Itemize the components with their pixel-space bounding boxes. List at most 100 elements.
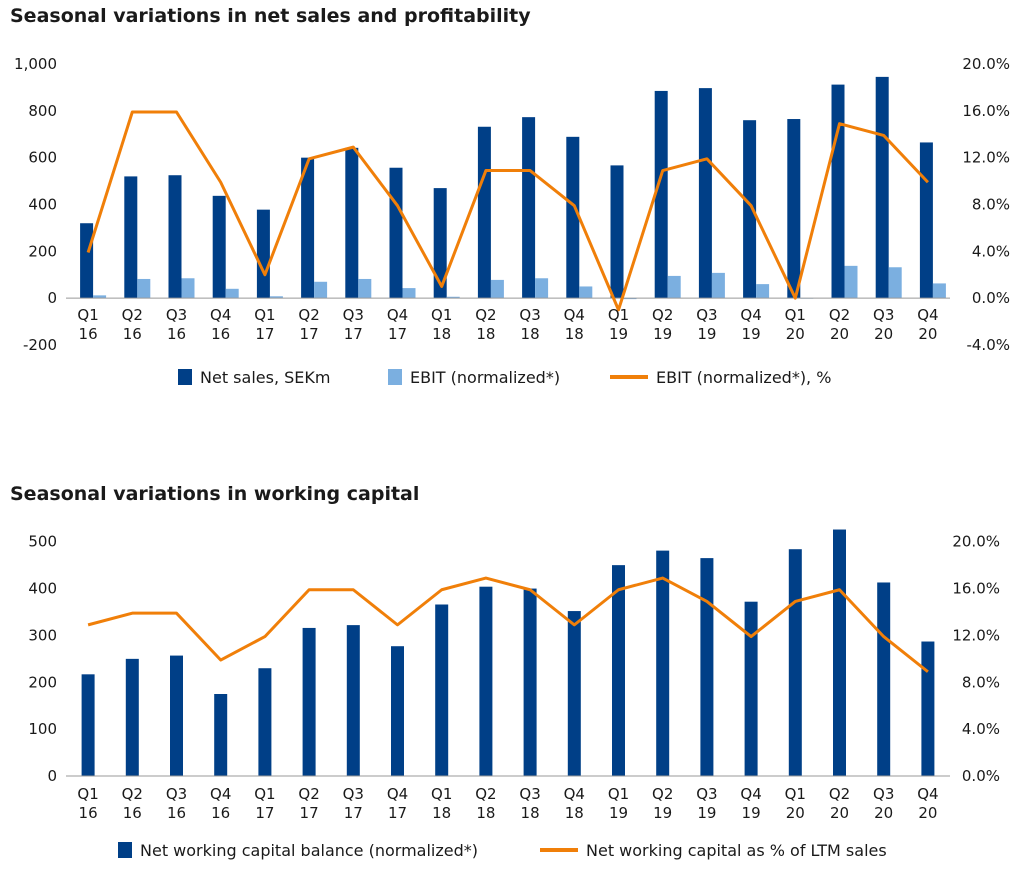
bar-primary (787, 119, 801, 299)
x-tick-year: 17 (300, 325, 319, 343)
x-tick-quarter: Q4 (564, 785, 585, 803)
bar-primary (877, 582, 891, 776)
x-tick-year: 16 (211, 804, 230, 822)
x-tick-quarter: Q1 (254, 785, 275, 803)
bar-primary (921, 641, 935, 776)
bar-secondary (225, 288, 239, 299)
bar-primary (612, 565, 625, 776)
bar-primary (700, 558, 714, 776)
y2-tick-label: 0.0% (962, 767, 1000, 785)
legend-label: Net working capital balance (normalized*… (140, 841, 478, 860)
bar-primary (212, 195, 226, 299)
x-tick-quarter: Q2 (829, 306, 850, 324)
bar-secondary (137, 278, 151, 299)
x-tick-year: 20 (786, 325, 805, 343)
y2-tick-label: -4.0% (966, 336, 1010, 354)
bar-primary (81, 674, 95, 776)
x-tick-year: 20 (830, 325, 849, 343)
x-tick-quarter: Q3 (343, 785, 364, 803)
x-tick-year: 18 (521, 325, 540, 343)
bar-primary (168, 175, 182, 299)
x-tick-quarter: Q4 (387, 785, 408, 803)
x-tick-year: 18 (565, 804, 584, 822)
x-tick-year: 16 (123, 804, 142, 822)
x-tick-year: 19 (609, 804, 628, 822)
y-tick-label: 0 (47, 289, 57, 307)
x-tick-year: 18 (476, 325, 495, 343)
x-tick-quarter: Q4 (917, 306, 938, 324)
x-tick-year: 19 (697, 804, 716, 822)
x-tick-year: 17 (300, 804, 319, 822)
x-tick-quarter: Q3 (873, 306, 894, 324)
x-tick-quarter: Q1 (785, 306, 806, 324)
y2-tick-label: 8.0% (972, 196, 1010, 214)
x-tick-year: 20 (918, 325, 937, 343)
bar-primary (522, 117, 536, 299)
x-tick-year: 18 (432, 804, 451, 822)
y2-tick-label: 20.0% (952, 533, 1000, 551)
x-tick-year: 19 (742, 804, 761, 822)
x-tick-year: 17 (344, 804, 363, 822)
y-tick-label: 800 (28, 102, 57, 120)
bar-primary (345, 147, 359, 299)
line-series (87, 576, 929, 673)
y2-tick-label: 0.0% (972, 289, 1010, 307)
y2-tick-label: 4.0% (972, 242, 1010, 260)
bar-secondary (93, 295, 107, 299)
x-tick-quarter: Q3 (343, 306, 364, 324)
bar-primary (125, 658, 139, 776)
legend-label: Net sales, SEKm (200, 368, 330, 387)
bar-primary (124, 176, 138, 299)
bar-secondary (358, 278, 372, 299)
bar-secondary (711, 272, 725, 299)
x-tick-year: 19 (742, 325, 761, 343)
x-tick-quarter: Q1 (431, 306, 452, 324)
x-tick-quarter: Q3 (696, 785, 717, 803)
y2-tick-label: 20.0% (962, 55, 1010, 73)
x-tick-year: 18 (432, 325, 451, 343)
y2-tick-label: 8.0% (962, 673, 1000, 691)
x-tick-year: 17 (344, 325, 363, 343)
x-tick-quarter: Q4 (564, 306, 585, 324)
x-tick-quarter: Q1 (785, 785, 806, 803)
bar-primary (875, 76, 889, 299)
x-tick-quarter: Q4 (740, 306, 761, 324)
x-tick-quarter: Q1 (254, 306, 275, 324)
x-tick-year: 17 (255, 325, 274, 343)
x-tick-year: 16 (167, 325, 186, 343)
y2-tick-label: 4.0% (962, 720, 1000, 738)
bar-primary (435, 604, 449, 776)
x-tick-quarter: Q4 (210, 306, 231, 324)
y-tick-label: 400 (28, 580, 57, 598)
bar-secondary (888, 267, 902, 299)
x-tick-quarter: Q3 (166, 306, 187, 324)
bar-secondary (269, 296, 283, 299)
x-tick-year: 16 (211, 325, 230, 343)
legend-swatch-bar (118, 842, 132, 858)
x-tick-year: 17 (388, 325, 407, 343)
x-tick-quarter: Q2 (298, 306, 319, 324)
x-tick-quarter: Q2 (298, 785, 319, 803)
bar-secondary (314, 281, 328, 299)
bar-secondary (579, 286, 593, 299)
line-series (86, 110, 929, 312)
bar-primary (256, 209, 270, 299)
bar-primary (656, 550, 670, 776)
sales-profitability-chart: -200 0 200 400 600 800 1,000 -4.0% 0.0% 4.0% 8.0% 1… (14, 55, 1010, 387)
y-tick-label: 200 (28, 242, 57, 260)
x-tick-quarter: Q4 (210, 785, 231, 803)
x-tick-quarter: Q4 (917, 785, 938, 803)
y2-tick-label: 12.0% (962, 149, 1010, 167)
chart-title-sales: Seasonal variations in net sales and pro… (10, 5, 531, 27)
x-tick-year: 20 (918, 804, 937, 822)
bar-secondary (181, 278, 195, 299)
bar-primary (743, 120, 757, 299)
bar-primary (567, 611, 581, 776)
bar-primary (654, 90, 668, 299)
x-tick-quarter: Q2 (122, 785, 143, 803)
y-tick-label: 300 (28, 626, 57, 644)
x-tick-quarter: Q4 (740, 785, 761, 803)
x-tick-quarter: Q2 (829, 785, 850, 803)
x-tick-quarter: Q3 (873, 785, 894, 803)
